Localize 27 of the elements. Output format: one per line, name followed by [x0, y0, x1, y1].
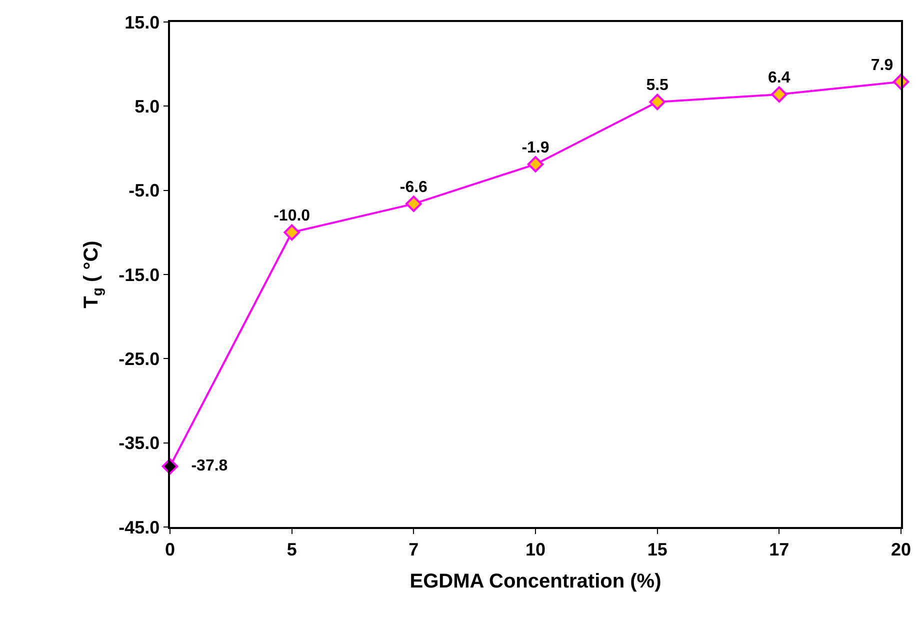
- x-tick-label: 5: [286, 539, 297, 560]
- y-tick-label: -25.0: [118, 348, 160, 369]
- y-tick-label: -5.0: [128, 180, 160, 201]
- x-axis-title: EGDMA Concentration (%): [410, 570, 662, 592]
- point: [284, 224, 300, 241]
- point: [406, 196, 422, 212]
- y-tick-label: 15.0: [124, 12, 160, 32]
- y-tick-label: 5.0: [134, 96, 160, 116]
- x-tick-label: 15: [647, 539, 668, 560]
- point: [649, 94, 666, 110]
- text: 7.9: [870, 56, 894, 74]
- y-tick-label: -45.0: [118, 517, 160, 538]
- y-tick-label: -15.0: [118, 264, 160, 285]
- point: [527, 156, 544, 172]
- text: -1.9: [522, 139, 550, 156]
- x-tick-label: 10: [525, 539, 546, 560]
- x-tick-label: 7: [408, 539, 419, 560]
- y-tick-label: -35.0: [118, 433, 160, 454]
- text: 5.5: [646, 77, 668, 94]
- x-tick-label: 17: [769, 539, 790, 560]
- text: 6.4: [768, 70, 790, 87]
- x-tick-label: 0: [164, 539, 176, 560]
- text: -6.6: [400, 178, 428, 196]
- text: -37.8: [191, 457, 228, 474]
- text: -10.0: [274, 208, 310, 225]
- x-tick-label: 20: [890, 539, 912, 560]
- point: [771, 86, 788, 103]
